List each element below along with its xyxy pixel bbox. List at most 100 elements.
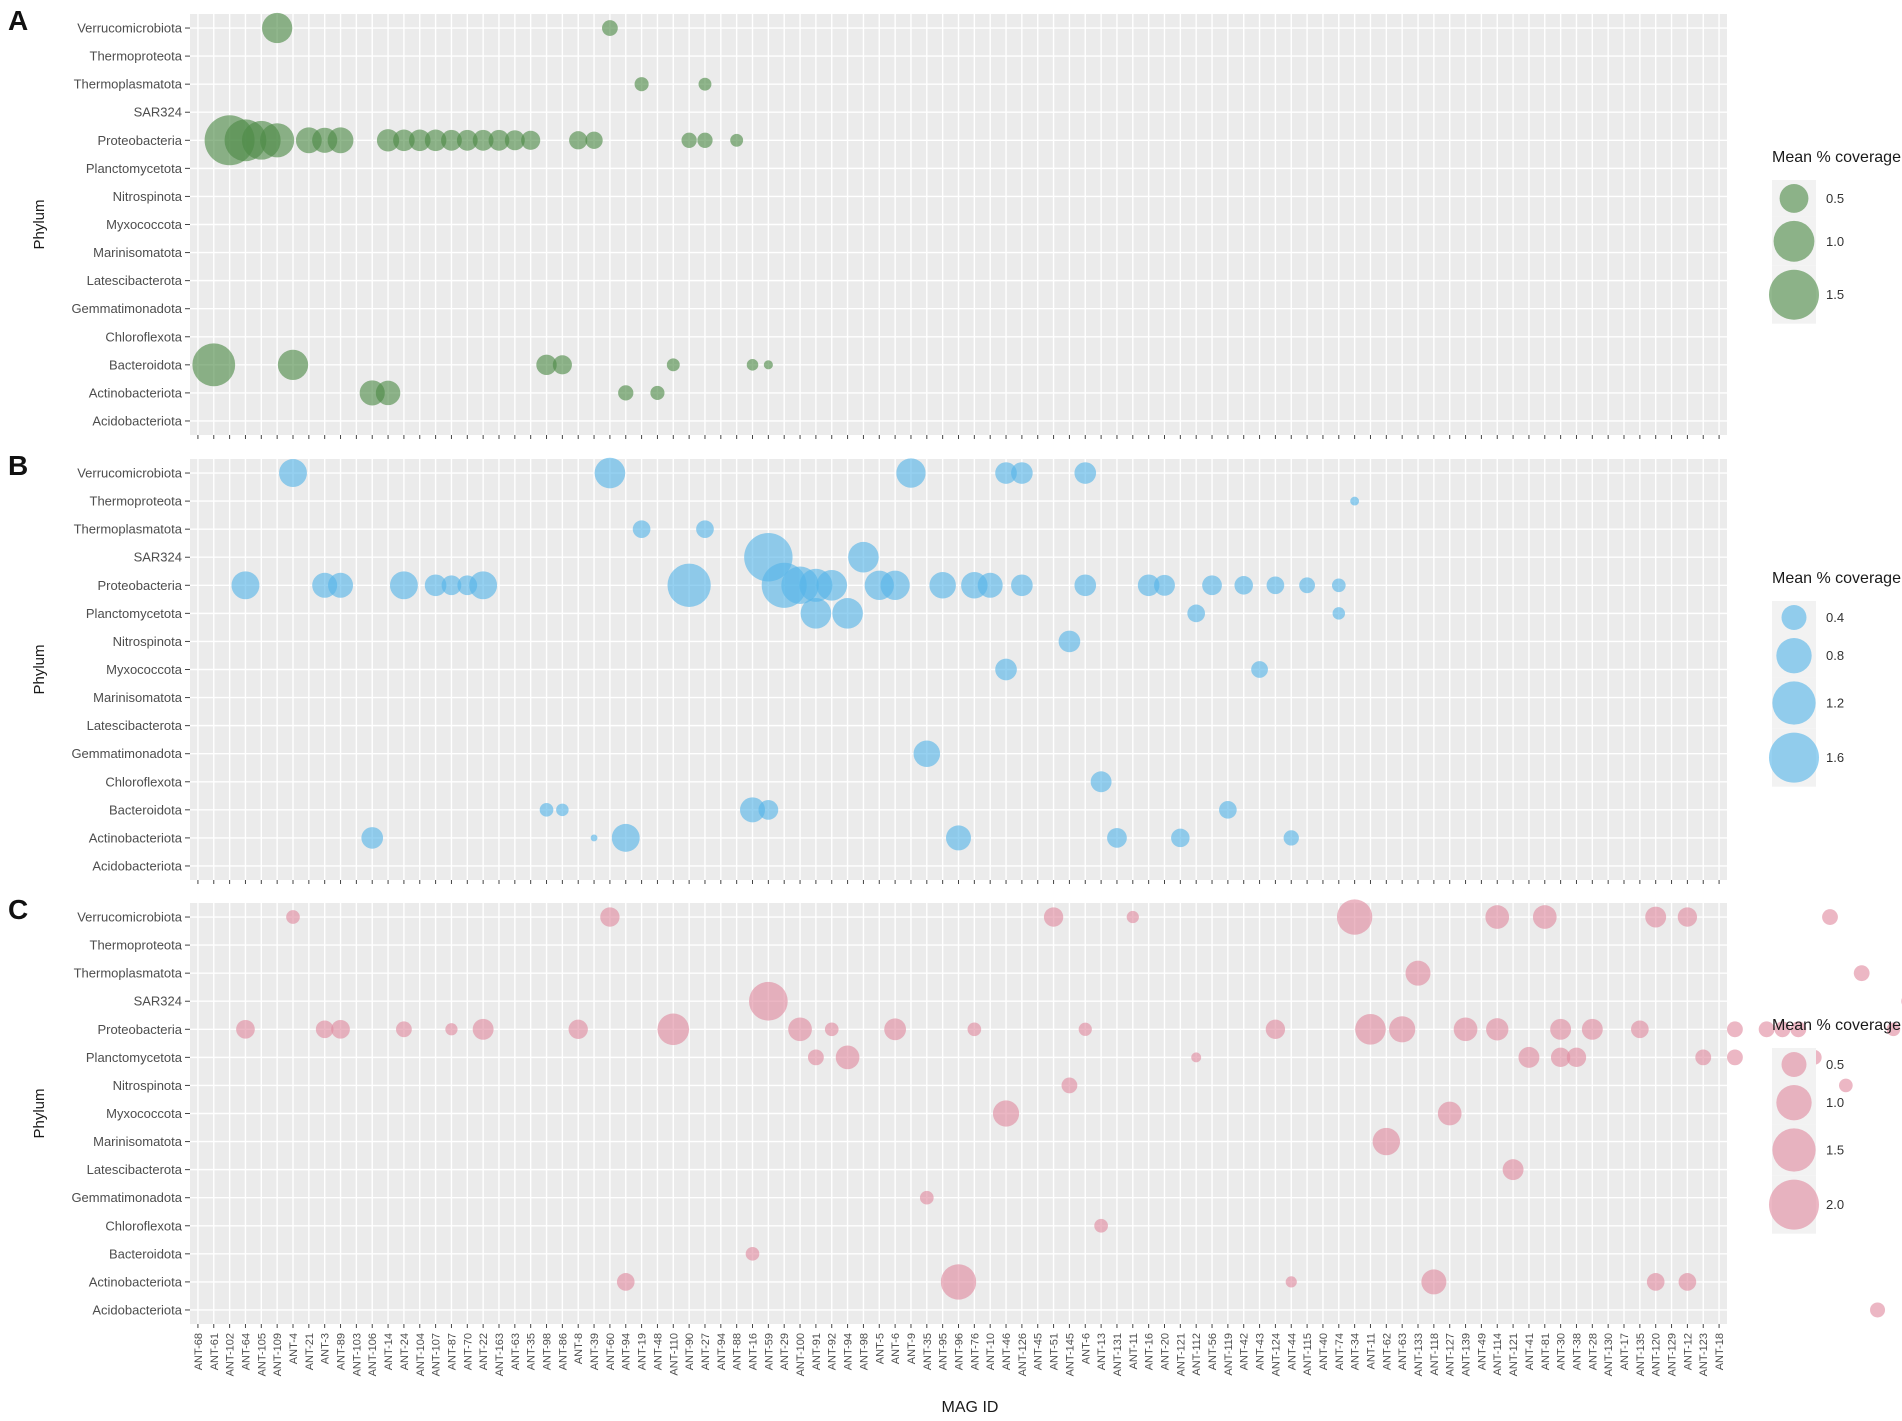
data-bubble (1550, 1047, 1571, 1068)
data-bubble (1727, 1049, 1743, 1066)
data-bubble (807, 1049, 824, 1066)
x-tick-label: ANT-119 (1223, 1333, 1235, 1376)
data-bubble (740, 797, 766, 823)
x-tick-label: ANT-59 (763, 1333, 775, 1370)
data-bubble (880, 570, 910, 600)
data-bubble (456, 129, 478, 151)
legend-label: 1.6 (1826, 750, 1844, 765)
y-tick-label: Marinisomatota (93, 245, 183, 260)
y-tick-label: Thermoproteota (90, 494, 183, 509)
legend-title: Mean % coverage (1772, 1017, 1901, 1034)
x-tick-label: ANT-16 (748, 1333, 760, 1370)
x-tick-label: ANT-18 (1714, 1333, 1726, 1370)
data-bubble (1646, 1273, 1665, 1291)
data-bubble (328, 572, 354, 598)
x-tick-label: ANT-20 (1159, 1333, 1171, 1370)
x-tick-label: ANT-145 (1064, 1333, 1076, 1376)
data-bubble (832, 598, 863, 629)
y-tick-label: Myxococcota (106, 662, 183, 677)
y-tick-label: Actinobacteriota (89, 830, 183, 845)
legend-bubble (1773, 220, 1815, 262)
data-bubble (696, 520, 714, 539)
data-bubble (472, 129, 494, 151)
data-bubble (1074, 462, 1097, 484)
data-bubble (590, 834, 598, 842)
x-tick-label: ANT-24 (399, 1333, 411, 1370)
data-bubble (1727, 1021, 1743, 1038)
data-bubble (763, 360, 773, 370)
data-bubble (1043, 907, 1064, 927)
x-tick-label: ANT-88 (732, 1333, 744, 1370)
data-bubble (816, 569, 848, 601)
y-tick-label: SAR324 (134, 994, 182, 1009)
x-tick-label: ANT-56 (1207, 1333, 1219, 1370)
y-axis-title: Phylum (31, 199, 48, 249)
data-bubble (601, 20, 618, 36)
x-tick-label: ANT-110 (668, 1333, 680, 1376)
data-bubble (1331, 578, 1346, 593)
legend-bubble (1769, 732, 1819, 783)
data-bubble (1581, 1018, 1603, 1040)
data-bubble (634, 77, 649, 92)
x-tick-label: ANT-74 (1334, 1333, 1346, 1370)
data-bubble (1870, 1302, 1886, 1318)
data-bubble (1171, 828, 1190, 848)
data-bubble (919, 1190, 934, 1205)
data-bubble (1011, 574, 1033, 597)
data-bubble (262, 12, 293, 44)
data-bubble (1678, 1273, 1697, 1291)
data-bubble (1486, 1018, 1509, 1041)
data-bubble (1251, 661, 1268, 678)
x-tick-label: ANT-70 (462, 1333, 474, 1370)
x-tick-label: ANT-121 (1508, 1333, 1520, 1376)
data-bubble (1332, 607, 1346, 620)
legend: Mean % coverage 0.4 0.8 1.2 1.6 (1769, 570, 1901, 787)
x-tick-label: ANT-60 (605, 1333, 617, 1370)
data-bubble (1372, 1127, 1401, 1156)
x-tick-label: ANT-3 (320, 1333, 332, 1364)
x-axis-title: MAG ID (942, 1399, 999, 1416)
x-tick-label: ANT-94 (843, 1333, 855, 1370)
y-tick-label: Nitrospinota (113, 1078, 183, 1093)
data-bubble (730, 133, 744, 147)
data-bubble (594, 457, 626, 489)
x-tick-label: ANT-48 (652, 1333, 664, 1370)
data-bubble (1299, 577, 1316, 594)
data-bubble (441, 129, 462, 151)
y-tick-label: Proteobacteria (97, 1022, 182, 1037)
legend: Mean % coverage 0.5 1.0 1.5 2.0 (1769, 1017, 1901, 1234)
legend-bubble (1769, 1179, 1819, 1230)
x-tick-label: ANT-114 (1492, 1333, 1504, 1376)
data-bubble (967, 1022, 982, 1037)
y-axis-title: Phylum (31, 644, 48, 694)
data-bubble (569, 131, 588, 150)
data-bubble (445, 1023, 458, 1036)
data-bubble (192, 343, 236, 387)
data-bubble (1886, 1022, 1901, 1037)
data-bubble (1566, 1047, 1587, 1068)
data-bubble (536, 354, 557, 376)
data-bubble (1677, 907, 1698, 927)
y-axis-title: Phylum (31, 1088, 48, 1138)
data-bubble (650, 385, 665, 400)
y-tick-label: Thermoplasmatota (74, 522, 183, 537)
x-tick-label: ANT-94 (716, 1333, 728, 1370)
x-tick-label: ANT-28 (1587, 1333, 1599, 1370)
legend-bubble (1772, 681, 1816, 725)
y-tick-label: Latescibacterota (87, 718, 183, 733)
data-bubble (1219, 800, 1237, 819)
y-tick-label: Verrucomicrobiota (77, 466, 183, 481)
data-bubble (236, 1019, 255, 1039)
x-tick-label: ANT-118 (1429, 1333, 1441, 1376)
data-bubble (913, 740, 941, 767)
y-tick-label: Thermoplasmatota (74, 77, 183, 92)
x-tick-label: ANT-27 (700, 1333, 712, 1370)
legend-bubble (1772, 1128, 1816, 1172)
data-bubble (1790, 1021, 1807, 1038)
data-bubble (1074, 574, 1097, 597)
x-tick-label: ANT-100 (795, 1333, 807, 1376)
data-bubble (748, 981, 788, 1021)
data-bubble (1645, 906, 1667, 928)
y-tick-label: Actinobacteriota (89, 385, 183, 400)
